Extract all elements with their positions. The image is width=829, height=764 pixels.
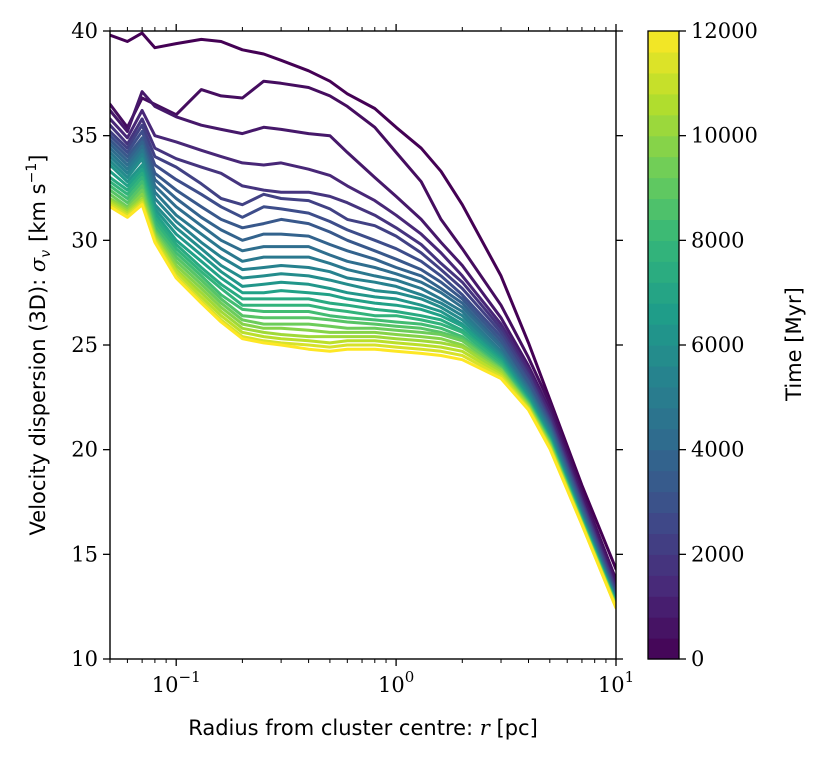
colorbar-segment	[648, 282, 679, 304]
colorbar-segment	[648, 596, 679, 618]
colorbar-segment	[648, 470, 679, 493]
colorbar-segment	[648, 198, 679, 220]
colorbar-segment	[648, 72, 679, 95]
series-line-5	[110, 123, 616, 594]
colorbar-label: Time [Myr]	[782, 287, 806, 402]
y-axis-label-text: Velocity dispersion (3D):	[26, 272, 50, 535]
colorbar-segment	[648, 93, 679, 116]
colorbar-segment	[648, 533, 679, 555]
colorbar-segment	[648, 31, 679, 53]
y-axis-label-exponent: −1	[24, 163, 40, 184]
x-tick-label: 10−1	[152, 668, 201, 697]
y-axis-label-subscript: v	[38, 250, 54, 258]
y-axis-label-close: ]	[26, 155, 50, 163]
colorbar-tick-label: 4000	[691, 438, 744, 462]
colorbar-segment	[648, 428, 679, 451]
colorbar-segment	[648, 575, 679, 597]
colorbar-tick-label: 12000	[691, 19, 758, 43]
colorbar: 0 2000 4000 6000 8000 10000 12000	[647, 19, 758, 671]
colorbar-tick-label: 0	[691, 647, 704, 671]
colorbar-segment	[648, 617, 679, 639]
y-tick-label: 15	[71, 542, 98, 566]
colorbar-segment	[648, 365, 679, 388]
series-line-4	[110, 117, 616, 592]
colorbar-segment	[648, 51, 679, 74]
colorbar-tick-label: 10000	[691, 124, 758, 148]
colorbar-segment	[648, 512, 679, 534]
colorbar-segment	[648, 114, 679, 137]
y-axis-label-unit: [km s	[26, 183, 50, 241]
colorbar-segment	[648, 303, 679, 325]
series-line-24	[110, 203, 616, 610]
y-tick-label: 25	[71, 333, 98, 357]
colorbar-segment	[648, 407, 679, 430]
colorbar-segment	[648, 345, 679, 367]
colorbar-segment	[648, 156, 679, 179]
y-tick-label: 35	[71, 124, 98, 148]
x-tick-label: 101	[598, 668, 634, 697]
y-axis-label-symbol: σ	[26, 257, 50, 272]
colorbar-segment	[648, 491, 679, 514]
colorbar-segment	[648, 240, 679, 262]
x-axis-label: Radius from cluster centre: r [pc]	[188, 716, 538, 740]
y-tick-label: 10	[71, 647, 98, 671]
x-axis-label-unit: [pc]	[490, 716, 538, 740]
colorbar-tick-label: 8000	[691, 228, 744, 252]
y-tick-label: 30	[71, 228, 98, 252]
colorbar-tick-label: 6000	[691, 333, 744, 357]
colorbar-segment	[648, 554, 679, 576]
series-line-6	[110, 130, 616, 596]
colorbar-segment	[648, 177, 679, 200]
colorbar-segment	[648, 135, 679, 158]
colorbar-segment	[648, 261, 679, 283]
colorbar-segment	[648, 449, 679, 472]
series-lines	[110, 31, 616, 610]
series-line-2	[110, 90, 616, 586]
colorbar-segment	[648, 219, 679, 241]
y-tick-label: 20	[71, 438, 98, 462]
y-tick-label: 40	[71, 19, 98, 43]
series-line-9	[110, 144, 616, 600]
axes: 10 15 20 25 30 35 40 10−1 100 101	[71, 19, 634, 697]
colorbar-segment	[648, 386, 679, 409]
series-line-1	[110, 79, 616, 581]
colorbar-segment	[648, 638, 679, 660]
x-axis-label-text: Radius from cluster centre:	[188, 716, 480, 740]
series-line-3	[110, 109, 616, 590]
series-line-0	[110, 31, 616, 571]
x-tick-label: 100	[378, 668, 414, 697]
colorbar-segment	[648, 324, 679, 346]
y-axis-label: Velocity dispersion (3D): σv [km s−1]	[24, 155, 54, 536]
colorbar-tick-label: 2000	[691, 542, 744, 566]
series-line-7	[110, 136, 616, 598]
x-axis-label-symbol: r	[480, 716, 492, 740]
